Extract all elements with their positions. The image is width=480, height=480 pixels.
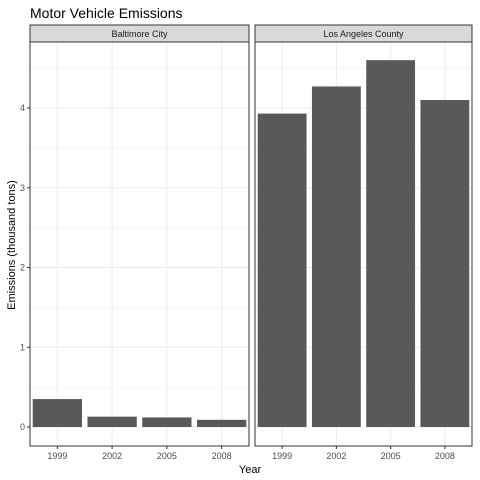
bar-2002 bbox=[311, 86, 361, 427]
x-tick-label: 2008 bbox=[435, 451, 455, 461]
bar-2005 bbox=[142, 417, 192, 427]
y-tick-label: 4 bbox=[20, 103, 25, 113]
bar-1999 bbox=[32, 399, 83, 427]
x-tick-label: 2002 bbox=[326, 451, 346, 461]
facet-panel-0: Baltimore City 1999 2002 2005 2008 bbox=[29, 24, 250, 461]
y-axis-ticks: 0 1 2 3 4 bbox=[20, 103, 30, 432]
chart-title: Motor Vehicle Emissions bbox=[30, 5, 183, 21]
y-axis-title: Emissions (thousand tons) bbox=[6, 180, 18, 310]
x-tick-label: 1999 bbox=[272, 451, 292, 461]
x-tick-label: 2002 bbox=[102, 451, 122, 461]
x-tick-label: 2008 bbox=[212, 451, 232, 461]
facet-strip-label: Los Angeles County bbox=[323, 29, 404, 39]
x-tick-label: 1999 bbox=[47, 451, 67, 461]
bar-2008 bbox=[420, 100, 470, 428]
bar-2005 bbox=[366, 60, 416, 428]
y-tick-label: 1 bbox=[20, 342, 25, 352]
x-tick-label: 2005 bbox=[157, 451, 177, 461]
y-tick-label: 3 bbox=[20, 183, 25, 193]
bar-1999 bbox=[257, 113, 307, 428]
facet-strip-label: Baltimore City bbox=[111, 29, 168, 39]
panel-border bbox=[254, 41, 473, 447]
facet-panel-1: Los Angeles County 1999 2002 2005 2008 bbox=[254, 24, 473, 461]
x-tick-label: 2005 bbox=[381, 451, 401, 461]
bar-2008 bbox=[196, 419, 247, 427]
x-axis-title: Year bbox=[239, 464, 262, 476]
bar-2002 bbox=[87, 416, 137, 427]
y-tick-label: 2 bbox=[20, 263, 25, 273]
panel-border bbox=[29, 41, 250, 447]
panel-background bbox=[30, 42, 249, 446]
y-tick-label: 0 bbox=[20, 422, 25, 432]
